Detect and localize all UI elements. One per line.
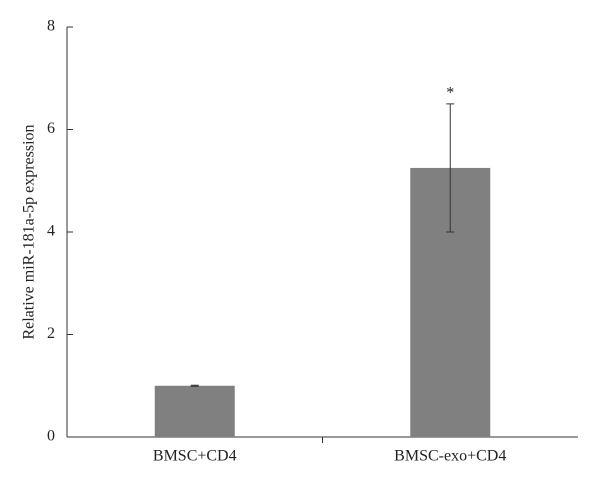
y-tick-label: 2 bbox=[47, 325, 55, 342]
y-tick-label: 4 bbox=[47, 223, 55, 240]
annotation: * bbox=[446, 85, 454, 102]
x-tick-label: BMSC-exo+CD4 bbox=[394, 448, 506, 465]
y-tick-label: 6 bbox=[47, 120, 55, 137]
y-axis-label: Relative miR-181a-5p expression bbox=[21, 124, 38, 339]
y-tick-label: 0 bbox=[47, 428, 55, 445]
x-tick-label: BMSC+CD4 bbox=[153, 448, 237, 465]
y-tick-label: 8 bbox=[47, 18, 55, 35]
bar bbox=[154, 385, 235, 437]
